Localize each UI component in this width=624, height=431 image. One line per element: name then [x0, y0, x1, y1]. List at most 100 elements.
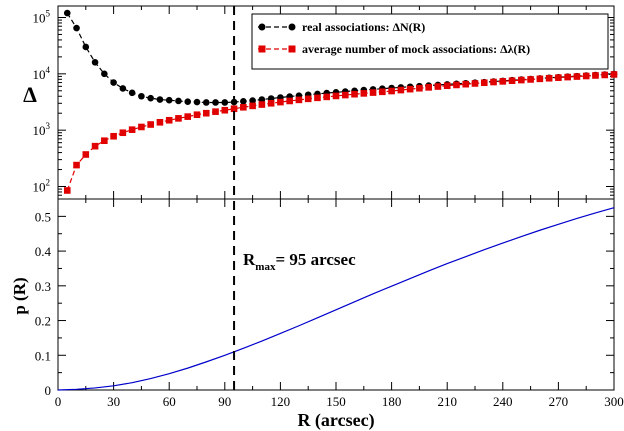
mock-associations-point [277, 98, 284, 106]
real-associations-point [240, 98, 247, 105]
mock-associations-point [341, 91, 349, 99]
x-tick-label: 60 [163, 394, 176, 409]
mock-associations-point [230, 105, 238, 113]
mock-associations-point [610, 71, 618, 78]
top-series-group [63, 9, 618, 194]
mock-associations-point [63, 187, 71, 194]
mock-associations-point [351, 90, 358, 98]
mock-associations-point [101, 137, 108, 145]
mock-associations-point [508, 77, 516, 85]
real-associations-point [193, 98, 201, 106]
bottom-y-axis-label: p (R) [10, 277, 29, 314]
mock-associations-point [499, 78, 507, 85]
real-associations-point [184, 98, 192, 106]
legend-marker-mock-2 [288, 45, 296, 53]
mock-associations-point [314, 94, 321, 102]
bottom-series-group [57, 207, 615, 391]
bottom-y-tick-label: 0.4 [35, 244, 52, 259]
real-associations-point [82, 43, 90, 51]
bottom-y-tick-label: 0.3 [35, 279, 51, 294]
mock-associations-point [397, 86, 405, 94]
bottom-y-tick-label: 0.2 [35, 314, 51, 329]
mock-associations-point [295, 96, 303, 104]
mock-associations-point [480, 79, 488, 87]
real-associations-point [156, 96, 164, 103]
top-y-tick-label: 103 [33, 121, 51, 138]
top-y-tick-label: 104 [33, 65, 51, 82]
real-associations-point [258, 96, 266, 103]
real-associations-point [119, 85, 127, 92]
mock-associations-point [304, 95, 312, 103]
mock-associations-point [267, 99, 275, 107]
bottom-y-tick-label: 0 [45, 383, 52, 398]
x-tick-label: 120 [271, 394, 291, 409]
real-associations-point [165, 96, 173, 104]
r-max-symbol: R [243, 250, 256, 269]
mock-associations-point [286, 97, 293, 105]
mock-associations-point [453, 81, 460, 89]
mock-associations-point [434, 83, 442, 90]
mock-associations-point [462, 80, 470, 88]
legend-box [251, 13, 609, 70]
mock-associations-point [193, 111, 201, 119]
mock-associations-point [416, 84, 423, 92]
mock-associations-point [490, 78, 497, 86]
mock-associations-point [471, 80, 479, 87]
mock-associations-point [138, 123, 145, 131]
mock-associations-point [545, 74, 553, 82]
mock-associations-point [536, 75, 544, 83]
x-tick-label: 210 [437, 394, 457, 409]
real-associations-point [138, 92, 145, 100]
mock-associations-point [369, 89, 377, 96]
real-associations-point [221, 99, 229, 106]
mock-associations-point [592, 72, 599, 79]
x-tick-label: 90 [218, 394, 231, 409]
legend-label-real: real associations: ΔN(R) [302, 20, 425, 34]
mock-associations-point [388, 87, 395, 95]
mock-associations-point [527, 76, 534, 83]
mock-associations-point [91, 142, 99, 150]
real-associations-point [212, 99, 219, 106]
mock-associations-point [119, 129, 127, 137]
bottom-y-tick-label: 0.1 [35, 348, 51, 363]
r-max-value: = 95 arcsec [275, 250, 356, 269]
mock-associations-point [240, 103, 247, 111]
r-max-subscript: max [255, 261, 276, 273]
r-max-label: Rmax= 95 arcsec [243, 250, 356, 273]
real-associations-point [128, 89, 136, 97]
mock-associations-point [128, 126, 136, 133]
x-tick-label: 150 [326, 394, 346, 409]
mock-associations-point [258, 101, 266, 108]
mock-associations-point [110, 132, 117, 140]
real-associations-point [202, 99, 210, 106]
x-tick-label: 0 [55, 394, 62, 409]
legend: real associations: ΔN(R) average number … [251, 13, 609, 70]
mock-associations-point [443, 82, 451, 90]
mock-associations-point [249, 102, 256, 110]
p-of-r-curve [57, 207, 615, 391]
legend-marker-real-2 [288, 23, 296, 31]
legend-label-mock: average number of mock associations: Δλ(… [302, 42, 530, 56]
real-associations-point [147, 94, 154, 102]
legend-marker-mock [258, 45, 266, 53]
mock-associations-point [518, 76, 525, 84]
mock-associations-point [175, 115, 182, 122]
bottom-y-tick-label: 0.5 [35, 209, 51, 224]
mock-associations-point [555, 74, 562, 81]
x-tick-label: 270 [549, 394, 569, 409]
mock-associations-point [406, 85, 414, 93]
mock-associations-point [147, 121, 154, 128]
mock-associations-point [165, 116, 173, 124]
top-y-axis-label: Δ [23, 82, 37, 107]
mock-associations-point [360, 90, 368, 97]
real-associations-point [249, 97, 256, 104]
mock-associations-point [82, 151, 90, 158]
bottom-panel-frame [57, 198, 615, 391]
real-associations-point [73, 24, 80, 32]
mock-associations-point [221, 106, 229, 114]
mock-associations-point [156, 118, 164, 126]
top-y-tick-label: 105 [33, 8, 51, 25]
real-associations-point [175, 97, 182, 105]
mock-associations-point [202, 109, 210, 117]
